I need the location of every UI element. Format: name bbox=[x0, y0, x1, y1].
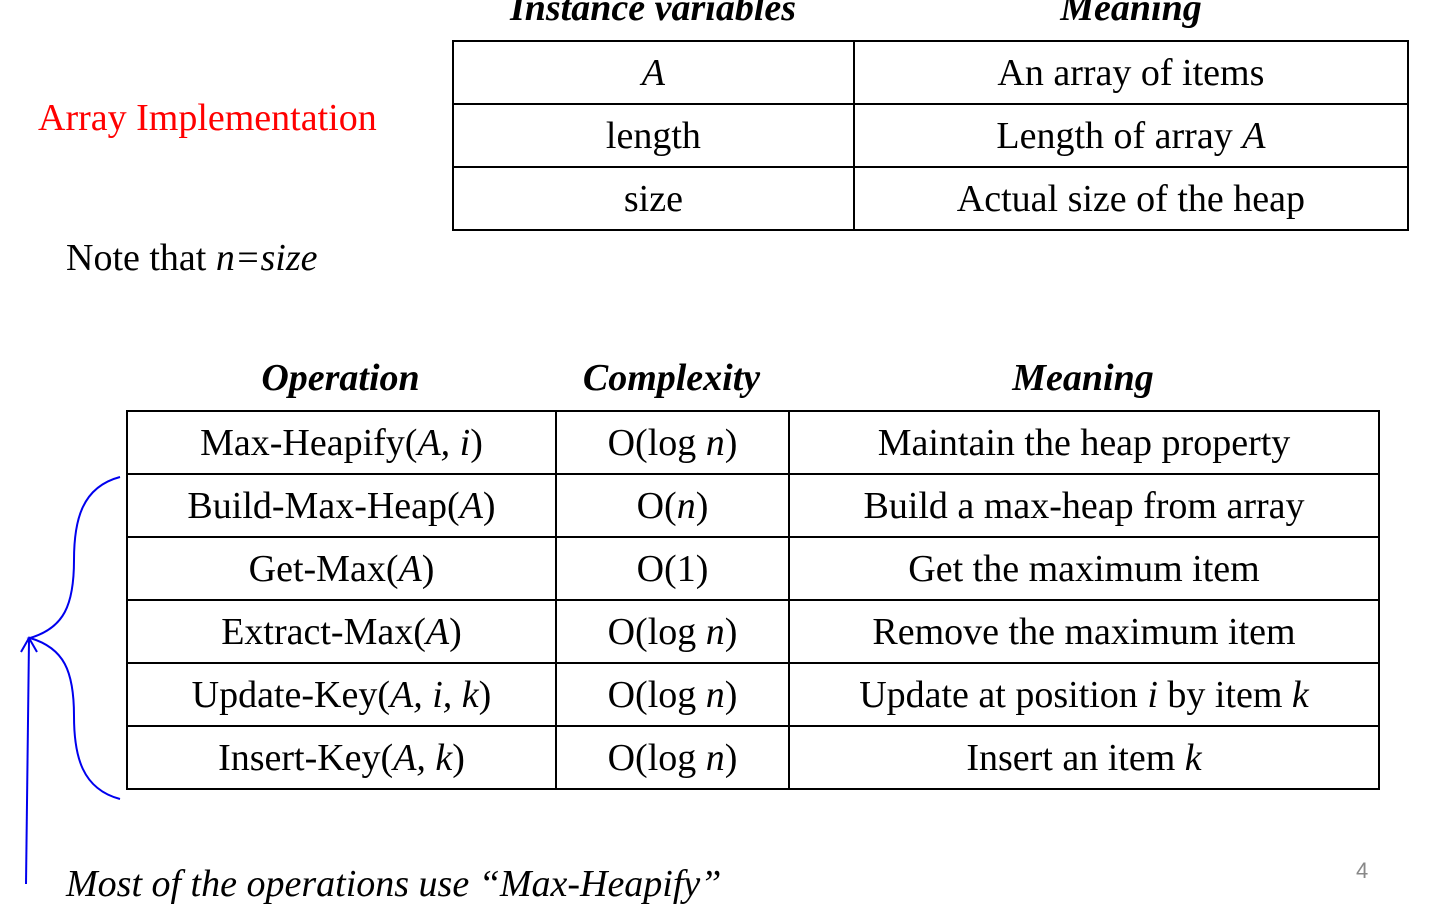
meaning-cell: Update at position i by item k bbox=[788, 662, 1380, 727]
operations-table-headers: Operation Complexity Meaning bbox=[126, 356, 1378, 406]
operation-cell: Build-Max-Heap(A) bbox=[126, 473, 557, 538]
complexity-cell: O(n) bbox=[555, 473, 790, 538]
page-number: 4 bbox=[1356, 858, 1369, 883]
operation-cell: Update-Key(A, i, k) bbox=[126, 662, 557, 727]
table-row: A An array of items bbox=[452, 40, 1410, 105]
table-row: Insert-Key(A, k) O(log n) Insert an item… bbox=[126, 725, 1380, 790]
table-row: Get-Max(A) O(1) Get the maximum item bbox=[126, 536, 1380, 601]
footer-note: Most of the operations use “Max-Heapify” bbox=[66, 863, 722, 905]
variable-cell: A bbox=[452, 40, 855, 105]
meaning-cell: Insert an item k bbox=[788, 725, 1380, 790]
complexity-cell: O(log n) bbox=[555, 599, 790, 664]
meaning-header: Meaning bbox=[1012, 357, 1154, 399]
operation-header: Operation bbox=[261, 357, 420, 399]
complexity-header: Complexity bbox=[582, 357, 761, 399]
complexity-cell: O(log n) bbox=[555, 662, 790, 727]
table-row: size Actual size of the heap bbox=[452, 166, 1410, 231]
size-note: Note that n=size bbox=[66, 237, 318, 279]
complexity-cell: O(1) bbox=[555, 536, 790, 601]
meaning-header: Meaning bbox=[1060, 0, 1202, 29]
table-row: Max-Heapify(A, i) O(log n) Maintain the … bbox=[126, 410, 1380, 475]
operation-cell: Max-Heapify(A, i) bbox=[126, 410, 557, 475]
meaning-cell: Length of array A bbox=[852, 103, 1410, 168]
table-row: Update-Key(A, i, k) O(log n) Update at p… bbox=[126, 662, 1380, 727]
instance-variables-header: Instance variables bbox=[509, 0, 797, 29]
variable-cell: size bbox=[452, 166, 855, 231]
operation-cell: Extract-Max(A) bbox=[126, 599, 557, 664]
complexity-cell: O(log n) bbox=[555, 725, 790, 790]
array-implementation-label: Array Implementation bbox=[38, 97, 377, 139]
curly-brace-icon bbox=[26, 476, 121, 800]
meaning-cell: Remove the maximum item bbox=[788, 599, 1380, 664]
meaning-cell: Maintain the heap property bbox=[788, 410, 1380, 475]
operation-cell: Insert-Key(A, k) bbox=[126, 725, 557, 790]
variable-cell: length bbox=[452, 103, 855, 168]
complexity-cell: O(log n) bbox=[555, 410, 790, 475]
meaning-cell: An array of items bbox=[852, 40, 1410, 105]
table-row: Build-Max-Heap(A) O(n) Build a max-heap … bbox=[126, 473, 1380, 538]
table-row: Extract-Max(A) O(log n) Remove the maxim… bbox=[126, 599, 1380, 664]
table-row: length Length of array A bbox=[452, 103, 1410, 168]
up-arrow-icon bbox=[20, 635, 38, 885]
operations-table: Max-Heapify(A, i) O(log n) Maintain the … bbox=[126, 410, 1380, 790]
meaning-cell: Get the maximum item bbox=[788, 536, 1380, 601]
meaning-cell: Build a max-heap from array bbox=[788, 473, 1380, 538]
instance-table-headers: Instance variables Meaning bbox=[452, 0, 1408, 36]
operation-cell: Get-Max(A) bbox=[126, 536, 557, 601]
meaning-cell: Actual size of the heap bbox=[852, 166, 1410, 231]
instance-variables-table: A An array of items length Length of arr… bbox=[452, 40, 1410, 231]
